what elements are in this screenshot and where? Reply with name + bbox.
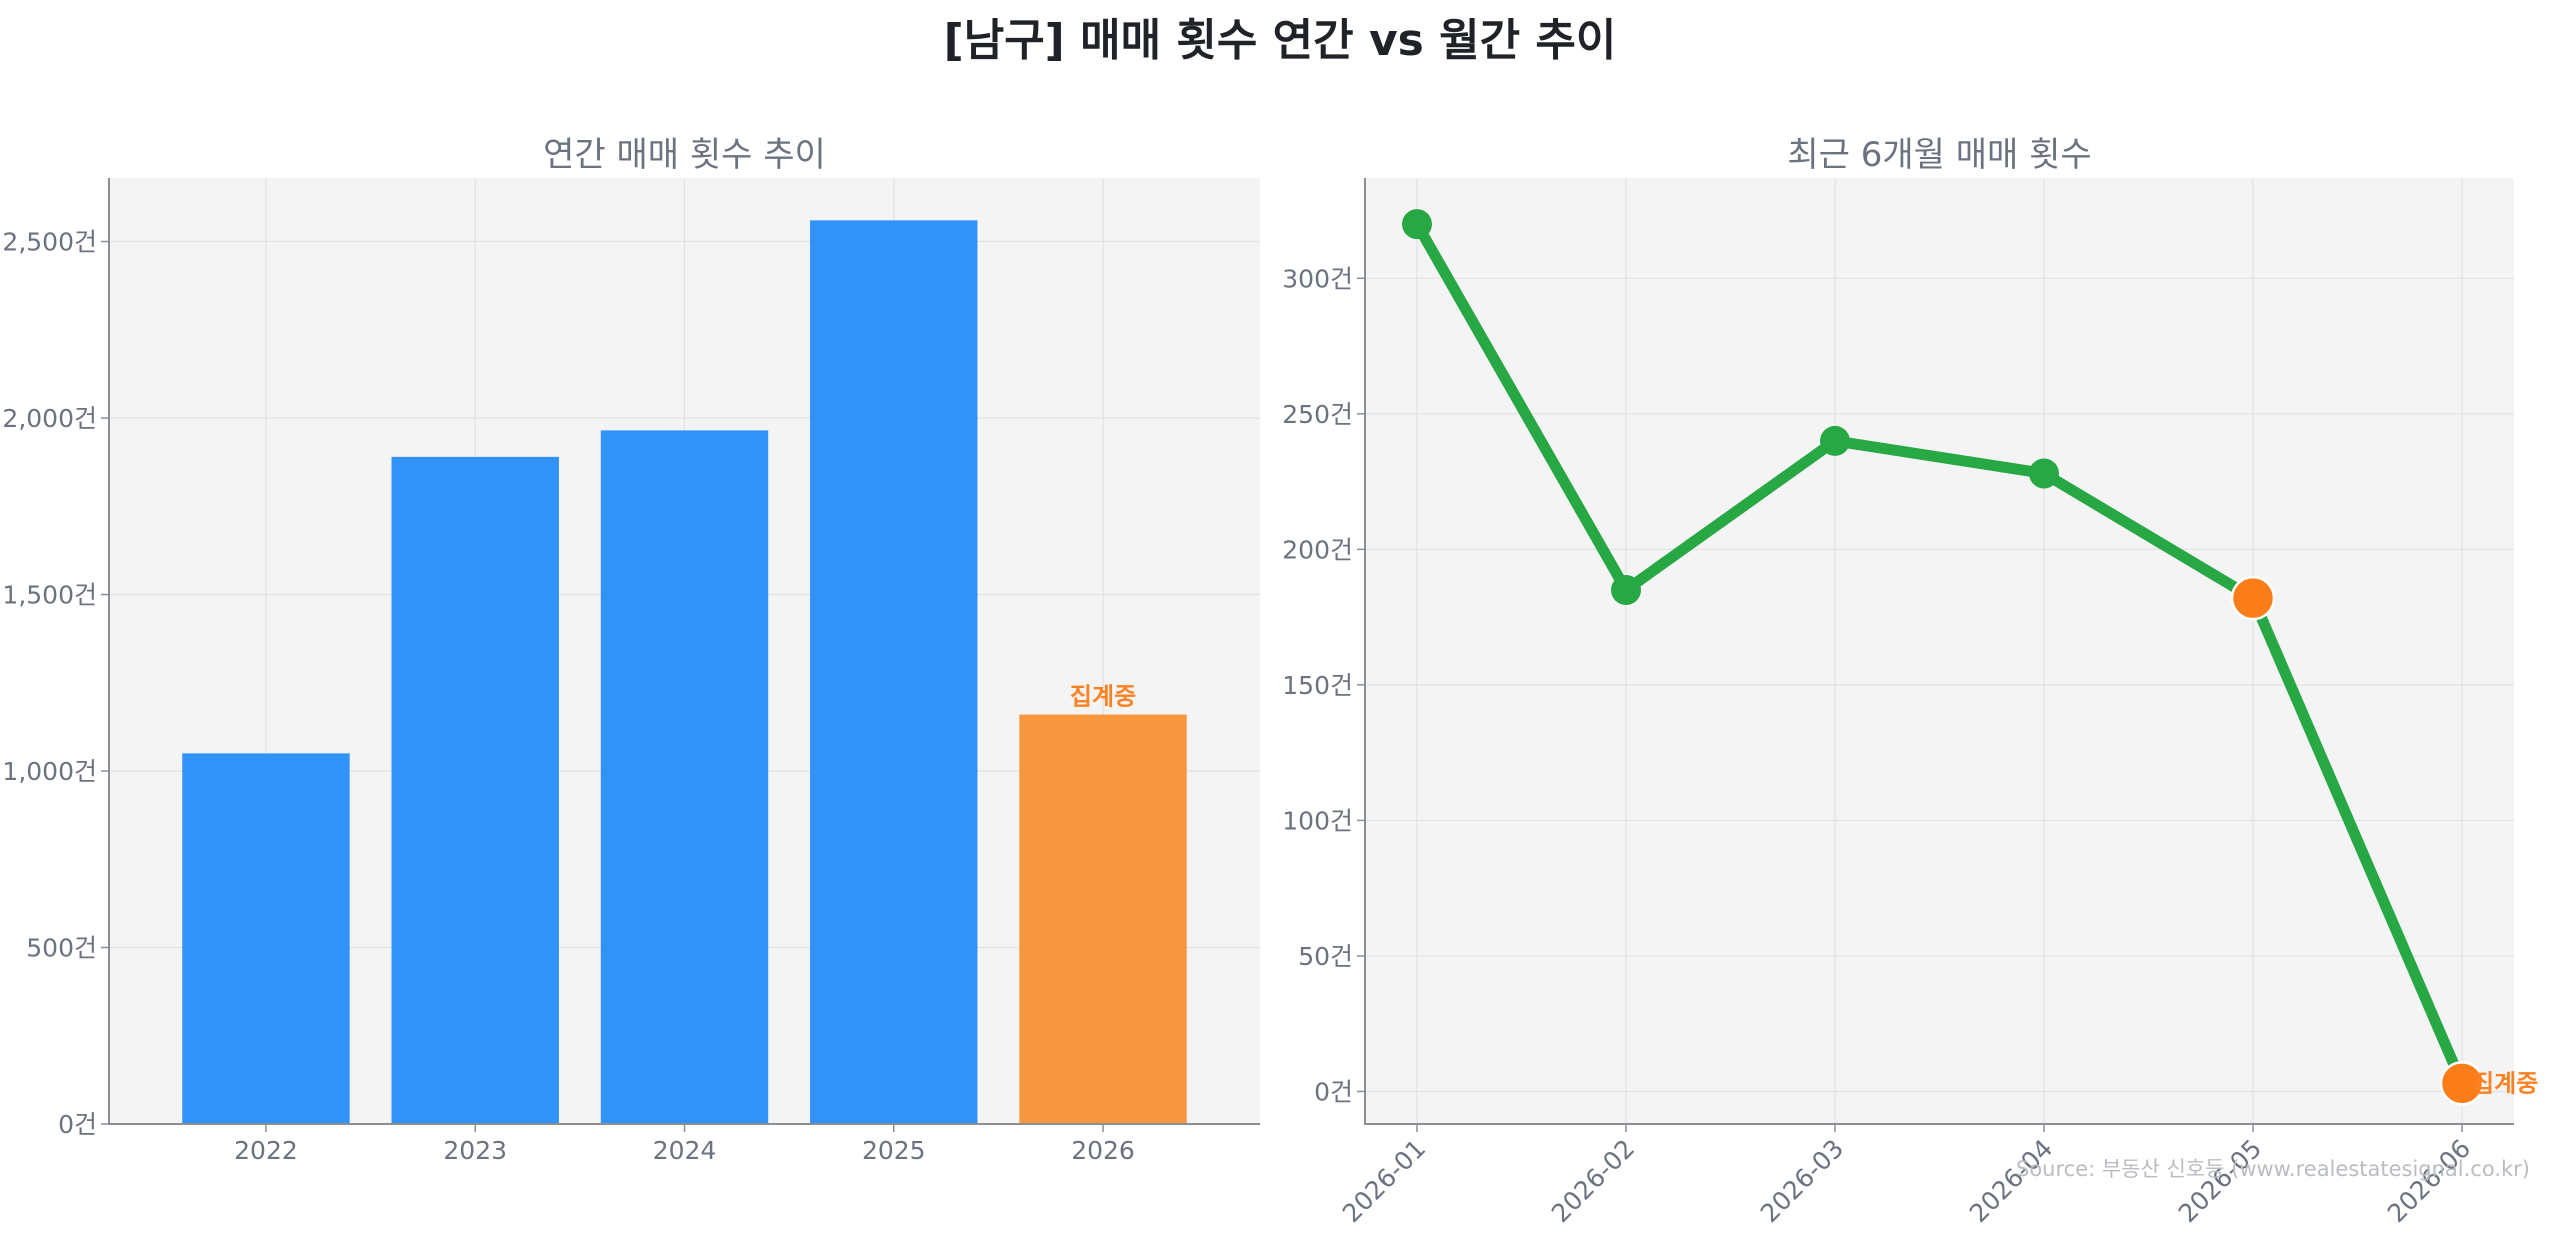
line-ytick-label: 200건 (1282, 535, 1353, 564)
bar-ytick-label: 1,000건 (2, 757, 97, 786)
line-ytick-label: 250건 (1282, 400, 1353, 429)
bar (391, 456, 559, 1124)
bar-xtick-label: 2023 (443, 1136, 507, 1165)
line-point-highlight (2230, 575, 2276, 621)
line-point (1820, 425, 1850, 456)
bar (810, 220, 978, 1124)
line-chart-title: 최근 6개월 매매 횟수 (1787, 135, 2091, 175)
bar-ytick-label: 0건 (58, 1110, 97, 1139)
line-series (1411, 218, 2468, 1089)
line-point (1611, 575, 1641, 606)
line-xtick-label: 2026-02 (1546, 1134, 1640, 1228)
bar-ytick-label: 500건 (26, 934, 97, 963)
bar-xtick-label: 2022 (234, 1136, 298, 1165)
bar-xtick-label: 2026 (1071, 1136, 1135, 1165)
bar (600, 430, 769, 1124)
bar-axes (108, 178, 1260, 1125)
line-xtick-label: 2026-01 (1337, 1134, 1431, 1228)
bar-ytick-label: 1,500건 (2, 581, 97, 610)
bar (1019, 714, 1187, 1124)
line-axes (1364, 178, 2514, 1125)
chart-title: [남구] 매매 횟수 연간 vs 월간 추이 (943, 15, 1617, 66)
line-point (2029, 458, 2059, 489)
line-ytick-label: 50건 (1298, 942, 1353, 971)
source-credit: Source: 부동산 신호등 (www.realestatesignal.co… (2016, 1157, 2530, 1181)
bar-xtick-label: 2024 (653, 1136, 717, 1165)
line-ytick-label: 0건 (1314, 1077, 1353, 1106)
bar-status-label: 집계중 (1070, 683, 1136, 711)
line-ytick-label: 150건 (1282, 671, 1353, 700)
bar-ytick-label: 2,500건 (2, 228, 97, 257)
line-point-highlight (2439, 1061, 2485, 1106)
bar-xtick-label: 2025 (862, 1136, 926, 1165)
line-xtick-label: 2026-03 (1755, 1134, 1849, 1228)
line-status-label: 집계중 (2472, 1069, 2538, 1097)
bar-ytick-label: 2,000건 (2, 404, 97, 433)
line-point (1402, 209, 1432, 240)
line-ytick-label: 300건 (1282, 264, 1353, 293)
line-ytick-label: 100건 (1282, 806, 1353, 835)
bar (182, 753, 350, 1124)
line-plot-area (1365, 178, 2514, 1124)
bar-chart-title: 연간 매매 횟수 추이 (543, 135, 826, 175)
